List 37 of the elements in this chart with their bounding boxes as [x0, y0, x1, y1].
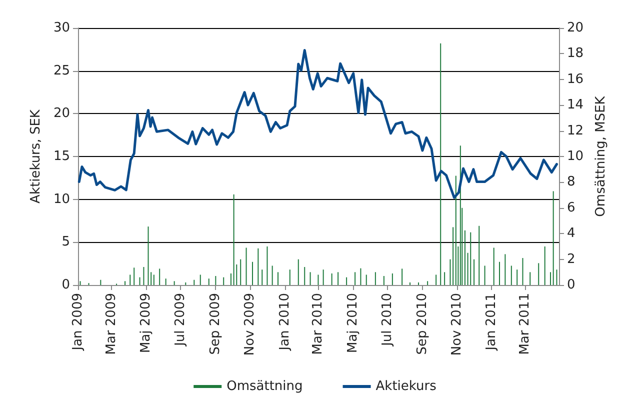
y-tick-label: 25: [53, 63, 70, 78]
y2-tick-label: 10: [567, 149, 584, 164]
x-tick-label: Sep 2010: [414, 293, 430, 355]
y2-tick-label: 0: [567, 278, 576, 292]
legend-label: Aktiekurs: [376, 379, 437, 394]
y2-axis-title: Omsättning, MSEK: [593, 96, 608, 217]
y2-tick-label: 6: [567, 200, 576, 216]
y2-tick-label: 16: [567, 72, 584, 87]
y2-tick-label: 8: [567, 174, 576, 190]
x-tick-label: Jul 2010: [380, 293, 395, 347]
x-tick-label: Jan 2010: [277, 293, 292, 352]
y2-tick-label: 12: [567, 123, 584, 138]
x-tick-label: Mar 2010: [310, 293, 326, 355]
y-tick-label: 20: [53, 106, 70, 122]
x-tick-label: Jan 2009: [70, 293, 86, 352]
x-tick-label: Nov 2009: [242, 293, 258, 356]
y2-tick-label: 2: [567, 252, 576, 267]
y2-tick-label: 20: [567, 20, 584, 36]
x-tick-label: Sep 2009: [208, 293, 224, 355]
line-series: [78, 49, 558, 199]
x-tick-label: Mar 2009: [104, 293, 119, 355]
y-axis-title: Aktiekurs, SEK: [28, 109, 44, 204]
x-tick-label: Jan 2011: [484, 293, 500, 352]
y2-tick-label: 4: [567, 226, 576, 242]
y-tick-label: 15: [53, 149, 70, 164]
y-tick-label: 10: [53, 192, 70, 207]
y-tick-label: 0: [62, 278, 70, 292]
y2-tick-label: 18: [567, 46, 584, 62]
x-tick-label: Mar 2011: [518, 293, 533, 355]
x-tick-label: Nov 2010: [450, 293, 465, 356]
x-tick-label: Maj 2009: [138, 293, 154, 354]
legend-label: Omsättning: [226, 379, 303, 394]
y-tick-label: 5: [62, 234, 70, 250]
y-tick-label: 30: [53, 20, 70, 36]
x-tick-label: Maj 2010: [345, 293, 360, 354]
y2-tick-label: 14: [567, 98, 584, 113]
x-tick-label: Jul 2009: [173, 293, 188, 347]
